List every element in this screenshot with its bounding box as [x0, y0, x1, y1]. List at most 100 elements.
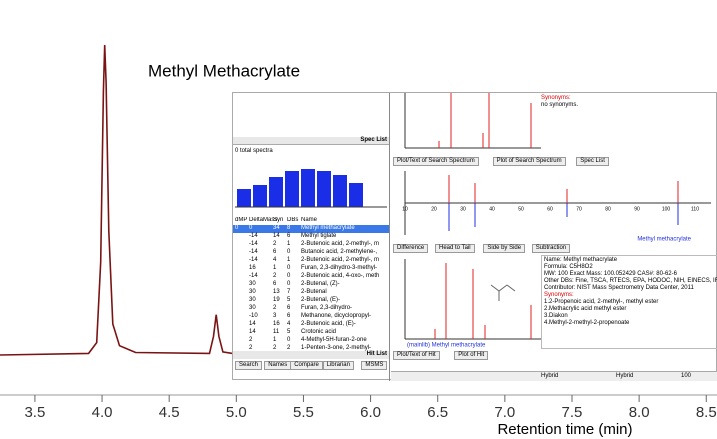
x-tick-label: 7.0 [494, 404, 515, 421]
hit-cell: 30 [249, 305, 256, 312]
x-tick-label: 4.0 [92, 404, 113, 421]
hit-cell: 16 [273, 321, 280, 328]
h2t-tick-label: 100 [662, 206, 671, 212]
x-tick-label: 7.5 [562, 404, 583, 421]
h2t-tick-label: 90 [634, 206, 640, 212]
hit-list-column: Name [301, 217, 317, 224]
bottom-tabs: Plot/Text of Hit Plot of Hit [391, 351, 717, 360]
left-tab[interactable]: Librarian [323, 361, 354, 370]
hit-cell: -14 [249, 241, 258, 248]
hit-cell: Methyl tiglate [301, 233, 336, 240]
top-tabs: Plot/Text of Search Spectrum Plot of Sear… [391, 157, 717, 166]
hit-cell: 2-Butenoic acid, 4-oxo-, meth [301, 273, 379, 280]
hit-cell: 0 [287, 265, 290, 272]
left-tab[interactable]: Compare [290, 361, 323, 370]
hit-cell: 2 [249, 337, 252, 344]
hit-cell: 34 [273, 225, 280, 232]
top-synonyms-label: Synonyms: [541, 95, 571, 102]
head-to-tail-plot: Methyl methacrylate 10203040506070809010… [391, 167, 717, 243]
top-tab[interactable]: Spec List [576, 157, 609, 166]
left-tab[interactable]: Search [235, 361, 262, 370]
hit-cell: 7 [287, 289, 290, 296]
hit-cell: 2-Butenoic acid, 2-methyl-, m [301, 257, 379, 264]
hit-cell: 0 [287, 249, 290, 256]
bottom-tab[interactable]: Plot/Text of Hit [393, 351, 440, 360]
hit-info-line: 4.Methyl-2-methyl-2-propenoate [544, 320, 629, 327]
h2t-tick-label: 70 [576, 206, 582, 212]
hit-info-line: 3.Diakon [544, 313, 568, 320]
hit-cell: 2 [273, 273, 276, 280]
bottom-tab[interactable]: Plot of Hit [454, 351, 488, 360]
hit-cell: 13 [273, 289, 280, 296]
left-tab[interactable]: MSMS [361, 361, 387, 370]
hit-cell: 6 [273, 281, 276, 288]
hit-info-line: MW: 100 Exact Mass: 100.052429 CAS#: 80-… [544, 271, 677, 278]
page: Methyl Methacrylate Retention time (min)… [0, 0, 717, 439]
h2t-tick-label: 80 [605, 206, 611, 212]
hit-list-column: Syn [273, 217, 283, 224]
peak-annotation: Methyl Methacrylate [148, 61, 300, 80]
histogram-decor [235, 159, 387, 213]
hit-cell: Furan, 2,3-dihydro-3-methyl- [301, 265, 377, 272]
hit-cell: 1 [287, 241, 290, 248]
hit-info-line: Other DBs: Fine, TSCA, RTECS, EPA, HODOC… [544, 278, 717, 285]
hit-cell: 1 [287, 257, 290, 264]
hit-list-header: Hit List [233, 351, 389, 359]
compare-tab[interactable]: Difference [393, 244, 428, 253]
hit-cell: 0 [287, 273, 290, 280]
top-tab[interactable]: Plot/Text of Search Spectrum [393, 157, 479, 166]
hit-cell: 14 [273, 233, 280, 240]
hit-row[interactable]: -14 4 1 2-Butenoic acid, 2-methyl-, m [233, 257, 389, 265]
h2t-hit-label: Methyl methacrylate [637, 237, 691, 243]
compare-tab[interactable]: Side by Side [483, 244, 525, 253]
compare-tab[interactable]: Subtraction [532, 244, 570, 253]
hit-cell: 5 [287, 297, 290, 304]
compare-tab[interactable]: Head to Tail [435, 244, 475, 253]
hit-cell: 6 [273, 249, 276, 256]
spec-list-title: Spec List [360, 137, 387, 144]
x-tick-label: 3.5 [24, 404, 45, 421]
hit-info-line: Synonyms: [544, 292, 574, 299]
hit-cell: 1 [273, 265, 276, 272]
total-spectra: 0 total spectra [235, 148, 273, 155]
hit-cell: 3 [273, 313, 276, 320]
hit-cell: 5 [287, 329, 290, 336]
hit-info: Name: Methyl methacrylateFormula: C5H8O2… [541, 255, 717, 349]
hit-cell: 11 [273, 329, 279, 336]
x-tick-label: 8.5 [696, 404, 717, 421]
top-tab[interactable]: Plot of Search Spectrum [493, 157, 566, 166]
hit-cell: -14 [249, 257, 258, 264]
hit-cell: 2 [273, 241, 276, 248]
left-tabs: SearchNamesCompareLibrarian MSMS [233, 361, 389, 371]
h2t-tick-label: 40 [489, 206, 495, 212]
h2t-tick-label: 30 [460, 206, 466, 212]
hit-spectrum-decor: (mainlib) Methyl methacrylate [391, 255, 541, 349]
hit-cell: -14 [249, 233, 258, 240]
hit-cell: 2-Butenoic acid, (E)- [301, 321, 356, 328]
x-tick-label: 8.0 [629, 404, 650, 421]
spec-list-header: Spec List [233, 137, 389, 145]
hit-info-line: 2.Methacrylic acid methyl ester [544, 306, 626, 313]
left-tab[interactable]: Names [264, 361, 291, 370]
hit-cell: -14 [249, 249, 258, 256]
divider [389, 93, 390, 381]
hit-cell: 14 [249, 321, 256, 328]
hit-cell: 2-Butenal, (Z)- [301, 281, 340, 288]
x-tick-label: 5.5 [293, 404, 314, 421]
hit-info-line: 1.2-Propenoic acid, 2-methyl-, methyl es… [544, 299, 658, 306]
hit-cell: 4 [273, 257, 276, 264]
